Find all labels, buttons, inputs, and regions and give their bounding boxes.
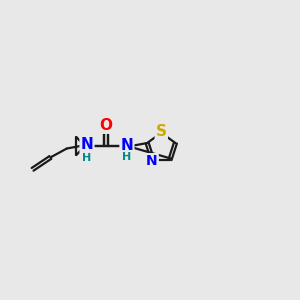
Text: H: H xyxy=(122,152,132,162)
Text: S: S xyxy=(156,124,167,140)
Text: O: O xyxy=(100,117,112,132)
Text: N: N xyxy=(146,154,158,168)
Text: H: H xyxy=(82,153,91,163)
Text: O: O xyxy=(100,118,112,133)
Text: N: N xyxy=(121,138,133,153)
Text: N: N xyxy=(81,137,93,152)
